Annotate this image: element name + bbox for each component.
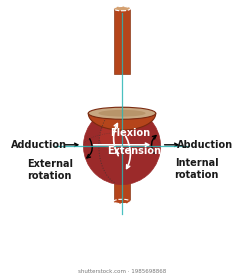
Text: External
rotation: External rotation	[27, 159, 73, 181]
FancyArrowPatch shape	[152, 136, 156, 153]
Ellipse shape	[83, 108, 161, 185]
Ellipse shape	[99, 123, 130, 150]
Ellipse shape	[113, 199, 131, 204]
Text: Flexion: Flexion	[110, 128, 151, 138]
Text: Internal
rotation: Internal rotation	[174, 158, 219, 180]
Text: shutterstock.com · 1985698868: shutterstock.com · 1985698868	[78, 269, 166, 274]
FancyArrowPatch shape	[64, 143, 78, 146]
Text: Extension: Extension	[107, 146, 161, 156]
Text: Adduction: Adduction	[11, 140, 67, 150]
Ellipse shape	[113, 6, 131, 11]
Ellipse shape	[88, 107, 156, 119]
FancyArrowPatch shape	[164, 143, 178, 146]
Polygon shape	[113, 9, 131, 74]
FancyArrowPatch shape	[113, 123, 118, 156]
Text: Abduction: Abduction	[177, 140, 233, 150]
Ellipse shape	[98, 110, 146, 116]
Polygon shape	[88, 113, 156, 130]
FancyArrowPatch shape	[126, 136, 131, 169]
FancyArrowPatch shape	[93, 143, 149, 146]
Polygon shape	[113, 183, 131, 202]
FancyArrowPatch shape	[87, 139, 92, 158]
